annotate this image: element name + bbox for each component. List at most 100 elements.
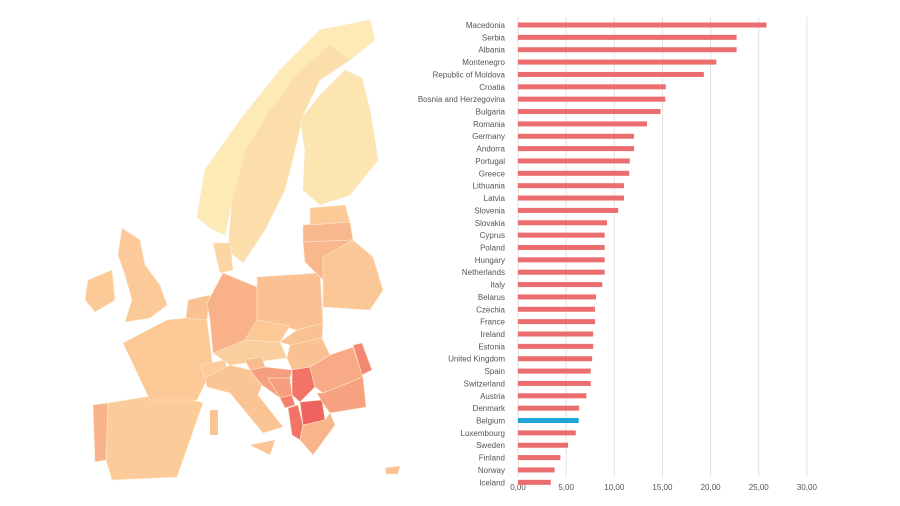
bar-france: [518, 319, 596, 325]
map-region-cyprus: [384, 465, 401, 475]
map-region-sicily: [250, 440, 275, 455]
bar-macedonia: [518, 22, 767, 28]
map-region-france: [122, 317, 214, 401]
bar-greece: [518, 170, 630, 176]
category-label: Andorra: [477, 145, 506, 154]
map-region-sweden: [227, 44, 351, 264]
x-tick-label: 25,00: [749, 483, 770, 492]
bar-luxembourg: [518, 430, 576, 436]
category-label: Italy: [490, 281, 505, 290]
bar-germany: [518, 133, 635, 139]
category-label: Spain: [485, 367, 505, 376]
map-region-austria: [212, 339, 288, 366]
category-label: Norway: [478, 466, 505, 475]
bar-denmark: [518, 405, 580, 411]
category-label: Netherlands: [462, 268, 505, 277]
map-region-italy: [204, 364, 284, 434]
bar-latvia: [518, 195, 624, 201]
category-label: Germany: [472, 132, 505, 141]
map-region-serbia: [291, 366, 316, 403]
category-label: Sweden: [476, 441, 505, 450]
bar-albania: [518, 47, 737, 53]
map-region-portugal: [92, 402, 109, 463]
bar-italy: [518, 282, 603, 288]
bar-slovakia: [518, 220, 608, 226]
category-label: Slovenia: [474, 206, 505, 215]
bar-spain: [518, 368, 591, 374]
bar-belarus: [518, 294, 597, 300]
bar-finland: [518, 455, 561, 461]
category-label: Greece: [479, 169, 506, 178]
bar-slovenia: [518, 207, 619, 213]
map-region-sardinia: [210, 410, 218, 435]
map-region-slovakia: [279, 322, 324, 346]
category-label: Estonia: [478, 342, 505, 351]
map-region-finland: [299, 69, 379, 206]
category-label: Switzerland: [464, 379, 505, 388]
map-region-belarus: [322, 239, 384, 311]
bar-switzerland: [518, 380, 591, 386]
category-label: Czechia: [476, 305, 505, 314]
bar-norway: [518, 467, 555, 473]
category-label: Hungary: [475, 256, 505, 265]
category-label: Belgium: [476, 417, 505, 426]
x-tick-label: 20,00: [701, 483, 722, 492]
map-region-ireland: [84, 269, 116, 313]
bar-bosnia-and-herzegovina: [518, 96, 666, 102]
bar-croatia: [518, 84, 666, 90]
map-region-estonia: [309, 204, 351, 226]
category-label: Denmark: [473, 404, 506, 413]
category-label: United Kingdom: [448, 355, 505, 364]
category-label: Bosnia and Herzegovina: [418, 95, 506, 104]
category-label: Poland: [480, 243, 505, 252]
bar-netherlands: [518, 269, 605, 275]
bar-montenegro: [518, 59, 717, 65]
bar-sweden: [518, 442, 569, 448]
map-region-montenegro: [279, 394, 296, 409]
category-label: Republic of Moldova: [433, 70, 506, 79]
category-label: Romania: [473, 120, 506, 129]
category-label: Montenegro: [462, 58, 505, 67]
category-label: Latvia: [484, 194, 506, 203]
bar-united-kingdom: [518, 356, 593, 362]
map-region-denmark: [212, 242, 234, 274]
category-label: Slovakia: [475, 219, 506, 228]
bar-hungary: [518, 257, 605, 263]
category-label: Cyprus: [480, 231, 505, 240]
x-tick-label: 10,00: [604, 483, 625, 492]
category-label: Croatia: [479, 83, 505, 92]
category-label: Austria: [480, 392, 505, 401]
x-tick-label: 5,00: [558, 483, 574, 492]
x-tick-label: 0,00: [510, 483, 526, 492]
map-region-republic-of-moldova: [352, 342, 373, 376]
bar-cyprus: [518, 232, 605, 238]
bar-romania: [518, 121, 648, 127]
bar-ireland: [518, 331, 594, 337]
bar-iceland: [518, 479, 551, 485]
bar-bulgaria: [518, 109, 661, 115]
map-region-united-kingdom: [117, 227, 168, 323]
category-label: Serbia: [482, 33, 506, 42]
bar-estonia: [518, 343, 594, 349]
bar-poland: [518, 244, 605, 250]
x-tick-label: 30,00: [797, 483, 818, 492]
category-label: Belarus: [478, 293, 505, 302]
category-label: Iceland: [479, 478, 505, 487]
category-label: Bulgaria: [476, 108, 506, 117]
bar-portugal: [518, 158, 630, 164]
category-label: France: [480, 318, 505, 327]
category-label: Macedonia: [466, 21, 506, 30]
category-label: Lithuania: [473, 182, 506, 191]
category-label: Albania: [478, 46, 505, 55]
bar-czechia: [518, 306, 596, 312]
map-region-netherlands: [185, 294, 211, 321]
bar-lithuania: [518, 183, 624, 189]
bar-andorra: [518, 146, 635, 152]
category-label: Finland: [479, 454, 505, 463]
europe-choropleth-map: [84, 19, 401, 481]
category-label: Luxembourg: [461, 429, 505, 438]
x-tick-label: 15,00: [652, 483, 673, 492]
bar-republic-of-moldova: [518, 71, 704, 77]
map-region-slovenia: [244, 356, 266, 371]
